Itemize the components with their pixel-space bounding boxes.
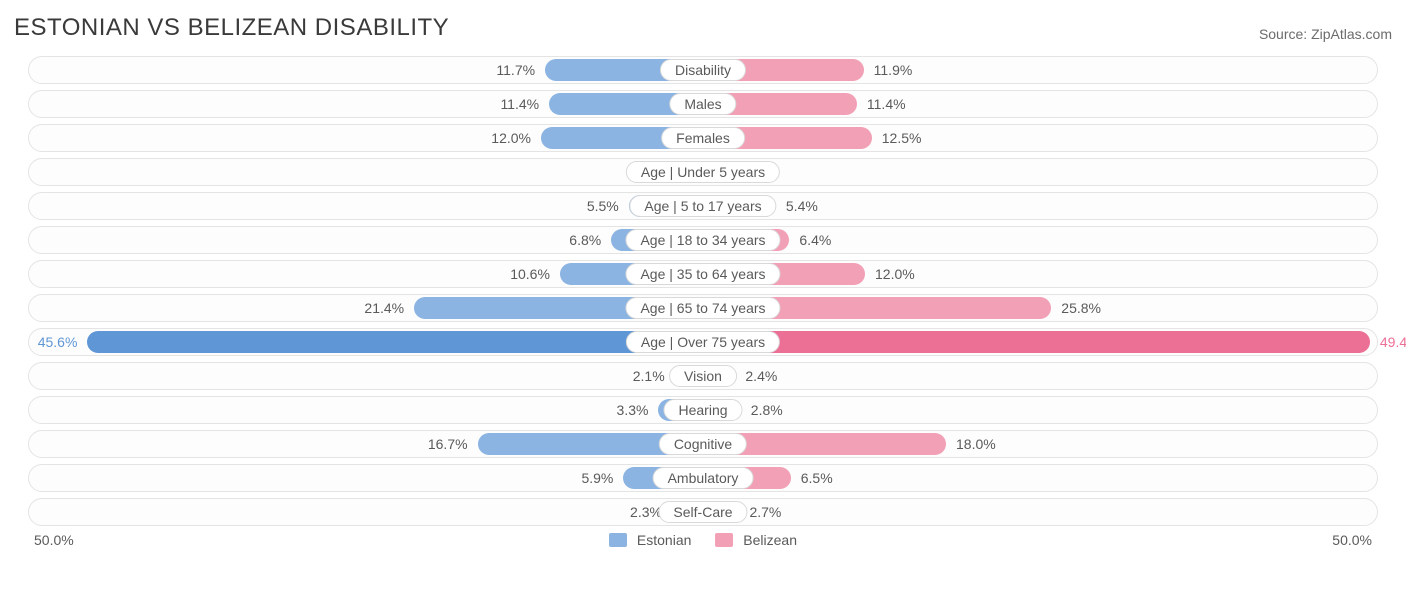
- value-right: 6.4%: [799, 226, 831, 254]
- diverging-bar-chart: Disability 11.7% 11.9% Males 11.4% 11.4% Femal…: [14, 56, 1392, 526]
- category-pill: Vision: [669, 365, 737, 387]
- category-pill: Age | 65 to 74 years: [625, 297, 780, 319]
- category-pill: Age | Over 75 years: [626, 331, 780, 353]
- page: ESTONIAN VS BELIZEAN DISABILITY Source: …: [0, 0, 1406, 612]
- value-right: 49.4%: [1380, 328, 1406, 356]
- value-left: 10.6%: [510, 260, 550, 288]
- value-left: 2.3%: [630, 498, 662, 526]
- value-right: 12.5%: [882, 124, 922, 152]
- chart-row: Self-Care2.3% 2.7%: [14, 498, 1392, 526]
- value-right: 2.7%: [749, 498, 781, 526]
- value-left: 2.1%: [633, 362, 665, 390]
- legend-swatch-left: [609, 533, 627, 547]
- bar-right: [703, 331, 1370, 353]
- category-pill: Cognitive: [659, 433, 747, 455]
- category-pill: Age | 35 to 64 years: [625, 263, 780, 285]
- axis: 50.0% Estonian Belizean 50.0%: [14, 532, 1392, 558]
- category-pill: Hearing: [663, 399, 742, 421]
- value-right: 11.9%: [874, 56, 913, 84]
- chart-row: Ambulatory 5.9% 6.5%: [14, 464, 1392, 492]
- value-left: 5.9%: [581, 464, 613, 492]
- chart-row: Males 11.4% 11.4%: [14, 90, 1392, 118]
- axis-right-label: 50.0%: [1332, 532, 1372, 548]
- legend-item-right: Belizean: [715, 532, 797, 548]
- chart-row: Age | 18 to 34 years 6.8% 6.4%: [14, 226, 1392, 254]
- legend-label-left: Estonian: [637, 532, 691, 548]
- chart-row: Age | 35 to 64 years 10.6% 12.0%: [14, 260, 1392, 288]
- value-left: 21.4%: [364, 294, 404, 322]
- header: ESTONIAN VS BELIZEAN DISABILITY Source: …: [14, 14, 1392, 42]
- chart-row: Vision2.1% 2.4%: [14, 362, 1392, 390]
- chart-row: Age | 65 to 74 years 21.4% 25.8%: [14, 294, 1392, 322]
- category-pill: Females: [661, 127, 745, 149]
- category-pill: Males: [669, 93, 736, 115]
- value-right: 25.8%: [1061, 294, 1101, 322]
- bar-left: [87, 331, 703, 353]
- chart-row: Hearing 3.3% 2.8%: [14, 396, 1392, 424]
- category-pill: Age | Under 5 years: [626, 161, 780, 183]
- chart-row: Age | 5 to 17 years 5.5% 5.4%: [14, 192, 1392, 220]
- value-right: 2.4%: [745, 362, 777, 390]
- axis-left-label: 50.0%: [34, 532, 74, 548]
- category-pill: Disability: [660, 59, 746, 81]
- value-left: 5.5%: [587, 192, 619, 220]
- category-pill: Ambulatory: [653, 467, 754, 489]
- chart-row: Cognitive 16.7% 18.0%: [14, 430, 1392, 458]
- value-right: 6.5%: [801, 464, 833, 492]
- value-left: 45.6%: [38, 328, 78, 356]
- category-pill: Self-Care: [658, 501, 747, 523]
- chart-row: Age | Over 75 years45.6%49.4%: [14, 328, 1392, 356]
- value-right: 18.0%: [956, 430, 996, 458]
- value-left: 6.8%: [569, 226, 601, 254]
- chart-row: Disability 11.7% 11.9%: [14, 56, 1392, 84]
- value-right: 2.8%: [751, 396, 783, 424]
- value-right: 5.4%: [786, 192, 818, 220]
- chart-row: Age | Under 5 years1.5%1.2%: [14, 158, 1392, 186]
- chart-row: Females 12.0% 12.5%: [14, 124, 1392, 152]
- source-label: Source: ZipAtlas.com: [1259, 26, 1392, 42]
- value-left: 3.3%: [617, 396, 649, 424]
- value-left: 11.7%: [496, 56, 535, 84]
- value-right: 11.4%: [867, 90, 906, 118]
- page-title: ESTONIAN VS BELIZEAN DISABILITY: [14, 14, 449, 42]
- legend-swatch-right: [715, 533, 733, 547]
- value-left: 11.4%: [500, 90, 539, 118]
- legend: Estonian Belizean: [609, 532, 797, 548]
- legend-item-left: Estonian: [609, 532, 691, 548]
- category-pill: Age | 18 to 34 years: [625, 229, 780, 251]
- value-right: 12.0%: [875, 260, 915, 288]
- category-pill: Age | 5 to 17 years: [629, 195, 776, 217]
- legend-label-right: Belizean: [743, 532, 797, 548]
- value-left: 16.7%: [428, 430, 468, 458]
- value-left: 12.0%: [491, 124, 531, 152]
